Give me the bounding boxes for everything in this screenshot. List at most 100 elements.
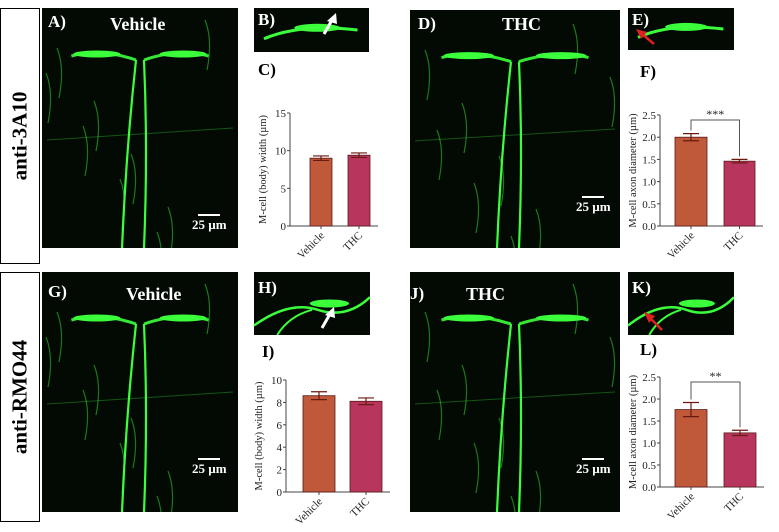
y-axis-label: M-cell axon diameter (µm) [628, 113, 639, 228]
y-tick-label: 0 [277, 487, 283, 499]
fluorescence-image [45, 283, 234, 512]
bar-vehicle [302, 395, 336, 493]
micrograph-j-thc: J) THC 25 µm [410, 272, 620, 512]
scale-bar: 25 µm [192, 458, 227, 477]
row-label-text: anti-3A10 [7, 91, 32, 181]
panel-label-i: I) [262, 342, 275, 361]
y-tick-label: 10 [271, 375, 283, 387]
condition-label: THC [502, 14, 542, 34]
white-arrow-icon [322, 13, 337, 35]
scale-bar: 25 µm [576, 196, 611, 215]
y-tick-label: 2.5 [642, 372, 656, 384]
bar-chart-f: 0.0 0.5 1.0 1.5 2.0 2.5M-cell axon diameter (… [628, 107, 763, 262]
row-label-anti-rmo44: anti-RMO44 [0, 272, 40, 522]
condition-label: Vehicle [110, 14, 166, 34]
x-tick-label: THC [722, 491, 746, 515]
y-tick-label: 0 [281, 221, 287, 233]
y-tick-label: 10 [275, 146, 287, 158]
bar-chart-c: 0 5 10 15 M-cell (body) width (µm) Vehicle THC [258, 108, 378, 262]
y-tick-label: 2.5 [642, 110, 656, 122]
x-tick-label: Vehicle [295, 230, 327, 262]
bar-vehicle [674, 409, 708, 488]
error-bar [683, 401, 699, 418]
micrograph-a-vehicle: A) Vehicle 25 µm [42, 8, 238, 248]
error-bar [358, 397, 374, 406]
bar-thc [349, 400, 383, 493]
micrograph-h-inset: H) [254, 272, 370, 335]
x-tick-label: Vehicle [293, 496, 325, 528]
micrograph-d-thc: D) THC 25 µm [410, 10, 620, 248]
error-bar [731, 158, 748, 164]
error-bar [311, 391, 327, 401]
micrograph-g-vehicle: G) Vehicle 25 µm [42, 272, 238, 512]
y-tick-label: 2 [277, 465, 283, 477]
white-arrow-icon [320, 307, 335, 329]
error-bar [683, 133, 699, 142]
bar-thc [347, 154, 371, 227]
y-tick-label: 5 [281, 183, 287, 195]
y-tick-label: 0.0 [642, 482, 656, 494]
panel-label: K) [632, 278, 651, 297]
y-axis-label: M-cell (body) width (µm) [258, 115, 269, 224]
y-axis-label: M-cell (body) width (µm) [254, 381, 265, 490]
y-tick-label: 1.5 [642, 154, 656, 166]
bar-thc [723, 432, 757, 488]
row-label-text: anti-RMO44 [7, 339, 32, 455]
y-tick-label: 0.5 [642, 199, 656, 211]
panel-label: J) [410, 284, 425, 303]
bar-chart-i: 0 2 4 6 8 10 M-cell (body) width (µm) Vehicle TH… [254, 375, 390, 528]
x-tick-label: Vehicle [665, 491, 697, 523]
significance-label: ** [710, 369, 722, 383]
scale-bar: 25 µm [576, 458, 611, 477]
y-tick-label: 1.0 [642, 177, 656, 189]
y-tick-label: 15 [275, 108, 287, 120]
error-bar [313, 155, 329, 162]
x-tick-label: Vehicle [665, 230, 697, 262]
significance-bracket [690, 381, 741, 428]
condition-label: THC [466, 284, 506, 304]
panel-label: H) [258, 278, 277, 297]
bar-chart-l: 0.0 0.5 1.0 1.5 2.0 2.5M-cell axon diameter (… [628, 369, 764, 523]
red-arrow-icon [644, 312, 663, 331]
x-tick-label: THC [722, 230, 746, 254]
panel-label: G) [48, 282, 67, 301]
y-tick-label: 2.0 [642, 132, 656, 144]
significance-bracket [690, 119, 740, 157]
condition-label: Vehicle [126, 284, 182, 304]
red-arrow-icon [636, 29, 655, 45]
x-tick-label: THC [348, 496, 372, 520]
scale-bar: 25 µm [192, 214, 227, 233]
panel-label-l: L) [640, 340, 657, 359]
y-tick-label: 1.0 [642, 438, 656, 450]
fluorescence-image [414, 23, 616, 248]
y-axis-label: M-cell axon diameter (µm) [628, 374, 639, 489]
bar-vehicle [674, 136, 708, 227]
bar-thc [723, 160, 756, 227]
error-bar [732, 429, 748, 437]
fluorescence-image [254, 296, 370, 335]
micrograph-b-inset: B) [254, 8, 369, 52]
fluorescence-image [414, 283, 616, 512]
y-tick-label: 8 [277, 397, 283, 409]
significance-label: *** [706, 107, 724, 121]
panel-label: E) [632, 10, 649, 29]
panel-label: D) [418, 14, 436, 33]
panel-label: B) [258, 10, 275, 29]
y-tick-label: 0.0 [642, 221, 656, 233]
fluorescence-image [45, 19, 234, 248]
x-tick-label: THC [341, 230, 365, 254]
micrograph-k-inset: K) [628, 272, 734, 335]
bar-vehicle [309, 157, 333, 227]
error-bar [351, 152, 367, 159]
row-label-anti-3a10: anti-3A10 [0, 8, 40, 264]
y-tick-label: 0.5 [642, 460, 656, 472]
panel-label: A) [48, 12, 66, 31]
y-tick-label: 2.0 [642, 394, 656, 406]
panel-label-f: F) [640, 62, 657, 81]
micrograph-e-inset: E) [628, 8, 734, 50]
y-tick-label: 6 [277, 420, 283, 432]
y-tick-label: 4 [277, 442, 283, 454]
panel-label-c: C) [258, 60, 276, 79]
y-tick-label: 1.5 [642, 416, 656, 428]
